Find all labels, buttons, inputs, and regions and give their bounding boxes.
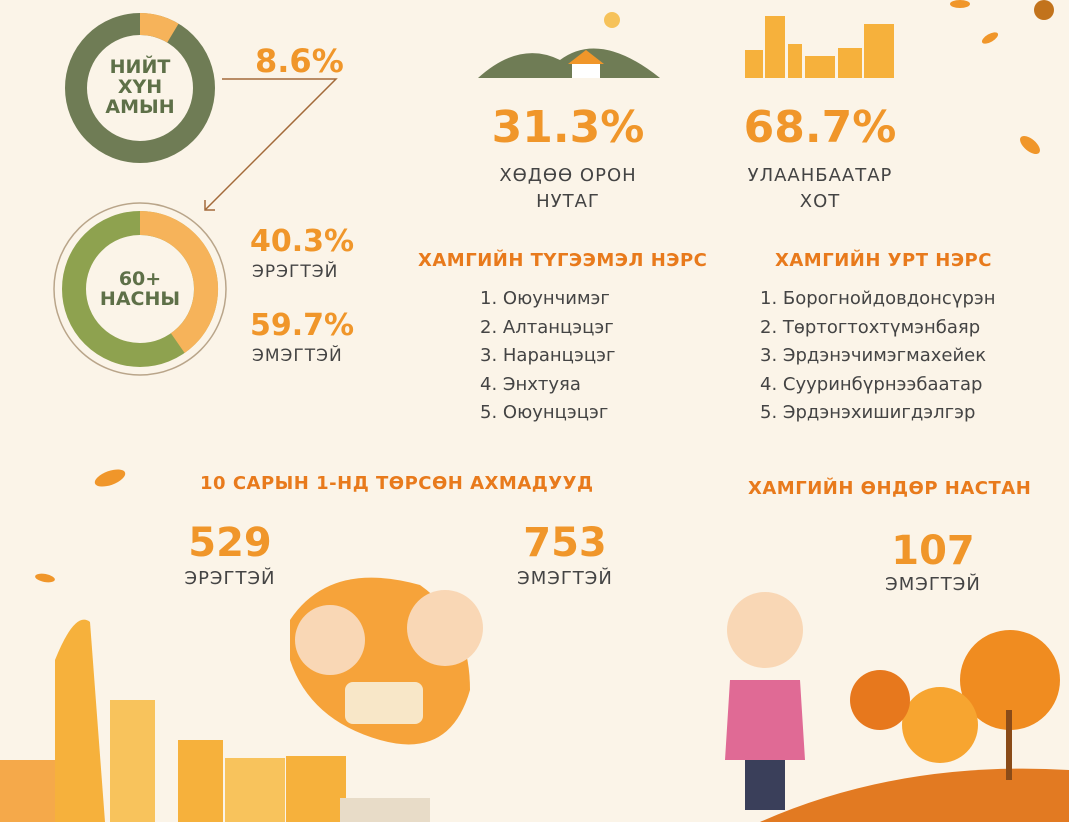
leaf-icon: [35, 0, 1054, 583]
rural-percent: 31.3%: [491, 102, 645, 153]
born-female-value: 753: [523, 520, 607, 566]
grandparents-illustration: [290, 577, 483, 745]
list-item: 5. Оюунцэцэг: [480, 402, 609, 423]
oldest-label: ЭМЭГТЭЙ: [885, 574, 981, 595]
list-item: 3. Эрдэнэчимэгмахейек: [760, 345, 987, 366]
list-item: 1. Борогнойдовдонсүрэн: [760, 288, 996, 309]
born-male-label: ЭРЭГТЭЙ: [184, 568, 276, 589]
city-label: УЛААНБААТАР ХОТ: [747, 165, 893, 212]
total-ring: [65, 13, 215, 163]
elderly-woman-illustration: [725, 592, 805, 810]
elderly-male-percent: 40.3%: [250, 224, 355, 259]
born-female-label: ЭМЭГТЭЙ: [517, 568, 613, 589]
elderly-ring-label: 60+ НАСНЫ: [99, 268, 181, 310]
list-item: 1. Оюунчимэг: [480, 288, 610, 309]
list-item: 5. Эрдэнэхишигдэлгэр: [760, 402, 976, 423]
rural-label: ХӨДӨӨ ОРОН НУТАГ: [499, 165, 637, 212]
list-item: 2. Алтанцэцэг: [480, 316, 614, 338]
oldest-title: ХАМГИЙН ӨНДӨР НАСТАН: [748, 478, 1032, 499]
born-male-value: 529: [188, 520, 272, 566]
autumn-trees-illustration: [760, 630, 1069, 822]
list-item: 2. Төртогтохтүмэнбаяр: [760, 316, 981, 338]
list-item: 4. Суурин​бүрнээбаатар: [760, 373, 983, 395]
elderly-female-label: ЭМЭГТЭЙ: [252, 346, 343, 366]
city-percent: 68.7%: [743, 102, 897, 153]
long-names-list: 1. Борогнойдовдонсүрэн 2. Төртогтохтүмэн…: [760, 285, 996, 428]
total-percent: 8.6%: [255, 42, 344, 80]
common-names-list: 1. Оюунчимэг 2. Алтанцэцэг 3. Наранцэцэг…: [480, 285, 615, 428]
common-names-title: ХАМГИЙН ТҮГЭЭМЭЛ НЭРС: [418, 250, 708, 271]
total-ring-label: НИЙТ ХҮН АМЫН: [105, 56, 175, 118]
countryside-icon: [478, 48, 660, 78]
long-names-title: ХАМГИЙН УРТ НЭРС: [775, 250, 992, 271]
oldest-value: 107: [891, 528, 975, 574]
elderly-ring: [53, 202, 227, 376]
connector-arrow: [204, 78, 338, 211]
city-icon: [745, 16, 894, 78]
born-oct1-title: 10 САРЫН 1-НД ТӨРСӨН АХМАДУУД: [200, 473, 594, 494]
list-item: 4. Энхтуяа: [480, 373, 581, 395]
skyline-illustration: [0, 619, 430, 822]
elderly-female-percent: 59.7%: [250, 308, 355, 343]
elderly-male-label: ЭРЭГТЭЙ: [252, 262, 339, 282]
list-item: 3. Наранцэцэг: [480, 345, 616, 366]
